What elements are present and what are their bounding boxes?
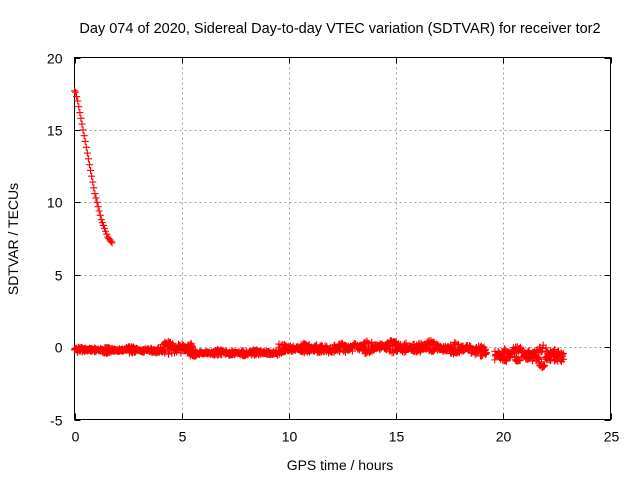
- data-point-decay: [82, 143, 90, 151]
- y-tick-label: 5: [55, 268, 63, 284]
- data-point-decay: [107, 237, 115, 245]
- data-point-band: [482, 349, 490, 357]
- data-point-decay: [76, 108, 84, 117]
- grid: [74, 57, 611, 420]
- x-tick-labels: 0 5 10 15 20 25: [72, 429, 620, 445]
- x-tick-label: 10: [282, 429, 298, 445]
- data-point-band: [389, 345, 397, 353]
- data-point-decay: [93, 198, 101, 206]
- data-point-decay: [94, 203, 102, 211]
- data-point-band: [161, 349, 169, 357]
- data-point-decay: [89, 178, 97, 186]
- data-point-band: [165, 350, 173, 358]
- y-tick-label: 0: [55, 340, 63, 356]
- data-point-decay: [83, 149, 91, 157]
- data-point-decay: [74, 97, 82, 105]
- data-points: [70, 87, 568, 371]
- data-point-band: [542, 344, 550, 352]
- data-point-decay: [92, 194, 100, 202]
- data-point-decay: [88, 172, 96, 180]
- x-tick-label: 25: [604, 429, 620, 445]
- data-point-band: [537, 348, 545, 356]
- data-point-band: [559, 349, 567, 357]
- y-tick-label: 15: [47, 123, 63, 139]
- x-tick-label: 20: [496, 429, 512, 445]
- data-point-band: [525, 347, 533, 355]
- data-point-band: [541, 362, 549, 370]
- x-tick-label: 0: [72, 429, 80, 445]
- data-point-decay: [99, 221, 107, 230]
- data-point-band: [364, 339, 372, 347]
- data-point-decay: [77, 114, 85, 122]
- data-point-decay: [97, 216, 105, 224]
- data-point-decay: [87, 166, 95, 174]
- plot-frame: [74, 57, 611, 420]
- data-point-decay: [95, 207, 103, 215]
- data-point-decay: [78, 120, 86, 128]
- axis-ticks: [74, 57, 612, 421]
- x-axis-label: GPS time / hours: [287, 457, 394, 473]
- data-point-decay: [98, 219, 106, 227]
- data-point-decay: [73, 93, 81, 101]
- data-point-decay: [79, 126, 87, 134]
- data-point-decay: [70, 87, 79, 95]
- data-point-decay: [85, 161, 94, 169]
- data-point-band: [478, 352, 486, 360]
- x-tick-label: 5: [179, 429, 187, 445]
- data-point-decay: [81, 137, 89, 146]
- data-point-band: [539, 341, 547, 349]
- data-point-decay: [80, 132, 88, 140]
- data-point-decay: [91, 190, 99, 198]
- data-point-decay: [84, 155, 92, 163]
- y-tick-label: 10: [47, 195, 63, 211]
- data-point-decay: [96, 211, 104, 219]
- data-point-decay: [102, 227, 110, 235]
- data-point-decay: [72, 88, 80, 96]
- data-point-decay: [75, 103, 83, 111]
- y-axis-label: SDTVAR / TECUs: [5, 183, 21, 295]
- data-point-decay: [100, 224, 109, 232]
- data-point-decay: [103, 230, 111, 238]
- y-tick-label: 20: [47, 51, 63, 67]
- data-point-decay: [108, 239, 116, 247]
- data-point-band: [560, 355, 568, 363]
- chart-title: Day 074 of 2020, Sidereal Day-to-day VTE…: [79, 21, 600, 37]
- data-point-decay: [90, 184, 98, 192]
- x-tick-label: 15: [389, 429, 405, 445]
- y-tick-labels: -5 0 5 10 15 20: [47, 51, 63, 429]
- y-tick-label: -5: [50, 413, 63, 429]
